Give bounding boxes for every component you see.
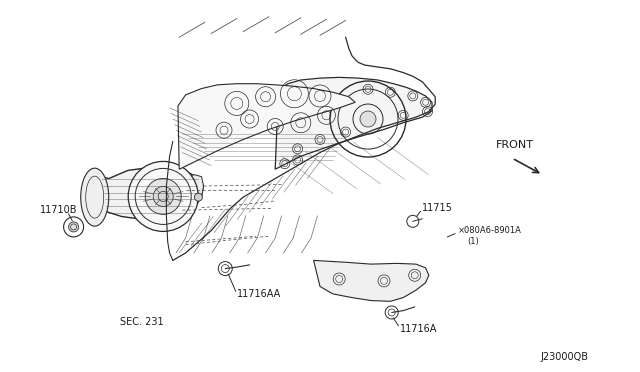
Circle shape xyxy=(153,186,173,206)
Ellipse shape xyxy=(81,168,109,226)
Polygon shape xyxy=(178,84,355,169)
Polygon shape xyxy=(88,167,204,219)
Text: J23000QB: J23000QB xyxy=(541,352,589,362)
Text: 11715: 11715 xyxy=(422,203,453,213)
Polygon shape xyxy=(172,175,204,211)
Circle shape xyxy=(195,193,202,201)
Circle shape xyxy=(128,161,198,231)
Polygon shape xyxy=(314,260,429,301)
Circle shape xyxy=(360,111,376,127)
Text: FRONT: FRONT xyxy=(496,140,534,150)
Polygon shape xyxy=(152,170,187,182)
Text: 11710B: 11710B xyxy=(40,205,77,215)
Circle shape xyxy=(68,222,79,232)
Polygon shape xyxy=(275,77,432,169)
Text: 11716AA: 11716AA xyxy=(237,289,281,299)
Text: (1): (1) xyxy=(467,237,479,246)
Text: ×080A6-8901A: ×080A6-8901A xyxy=(458,226,522,235)
Polygon shape xyxy=(142,212,179,224)
Text: SEC. 231: SEC. 231 xyxy=(120,317,164,327)
Circle shape xyxy=(145,179,181,214)
Text: 11716A: 11716A xyxy=(400,324,437,334)
